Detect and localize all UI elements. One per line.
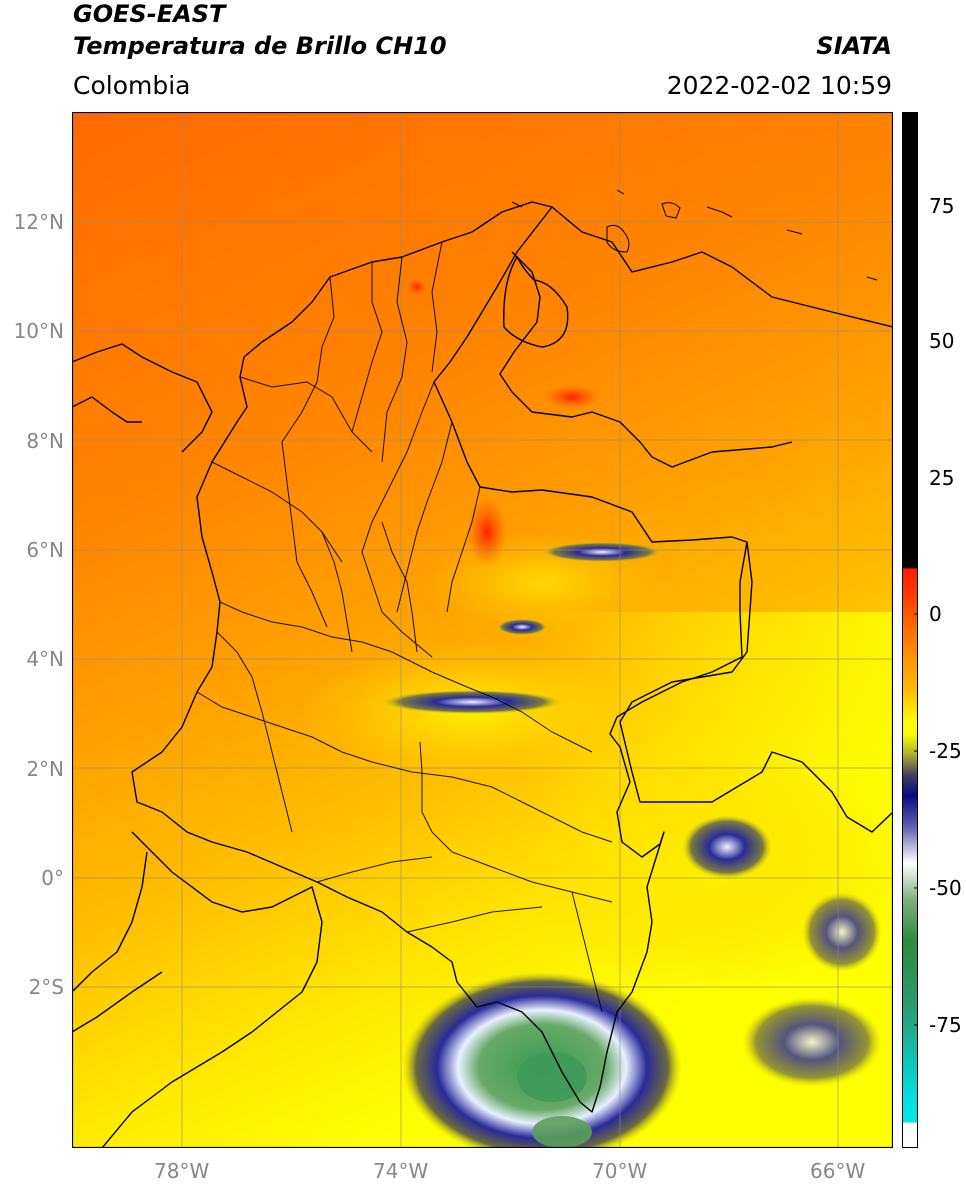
cbar-tick-minus25: -25 [929, 739, 962, 763]
colorbar-frame [902, 112, 918, 1148]
islands [511, 189, 878, 281]
lat-tick-6n: 6°N [26, 538, 64, 562]
cbar-tick-25: 25 [929, 466, 955, 490]
storm-core-south-2 [532, 1116, 592, 1148]
cbar-tick-75: 75 [929, 194, 955, 218]
lat-tick-2s: 2°S [28, 975, 64, 999]
panama-coast [72, 343, 213, 453]
cloud-cluster-east [682, 815, 772, 879]
colorbar [902, 112, 918, 1148]
lat-tick-8n: 8°N [26, 429, 64, 453]
title-line-2: Temperatura de Brillo CH10 [73, 32, 447, 60]
cbar-tick-minus50: -50 [929, 876, 962, 900]
gridlines [72, 112, 893, 1148]
lat-tick-4n: 4°N [26, 647, 64, 671]
satellite-map [72, 112, 893, 1148]
cloud-cluster-se2 [742, 997, 882, 1087]
storm-core-south [517, 1052, 587, 1102]
lon-tick-74w: 74°W [373, 1159, 429, 1183]
lon-tick-78w: 78°W [154, 1159, 210, 1183]
map-frame [72, 112, 893, 1148]
cloud-band-north [542, 542, 662, 562]
lake-maracaibo [503, 256, 569, 348]
colorbar-ticks [914, 205, 918, 1026]
ecuador-inner [72, 971, 163, 1033]
cbar-tick-50: 50 [929, 329, 955, 353]
country-borders [72, 201, 893, 1148]
hot-spot-1 [407, 279, 427, 295]
lon-tick-66w: 66°W [810, 1159, 866, 1183]
peru-border [101, 831, 323, 1148]
colorbar-svg [902, 112, 918, 1148]
datetime-label: 2022-02-02 10:59 [666, 71, 892, 100]
colorbar-fill [902, 112, 918, 1148]
lon-tick-70w: 70°W [592, 1159, 648, 1183]
cloud-band-middle [382, 690, 562, 714]
hot-spot-2 [544, 385, 600, 409]
lat-tick-12n: 12°N [13, 210, 64, 234]
source-label: SIATA [816, 32, 892, 60]
ecuador-coast [72, 851, 148, 993]
hot-spot-3 [467, 497, 507, 567]
panama-south [72, 396, 142, 423]
colombia-outline [131, 201, 748, 1113]
lat-tick-0: 0° [41, 866, 64, 890]
map-svg [72, 112, 893, 1148]
department-borders [196, 241, 613, 1013]
cbar-tick-0: 0 [929, 602, 942, 626]
lat-tick-10n: 10°N [13, 319, 64, 343]
brazil-border [619, 541, 893, 833]
cbar-tick-minus75: -75 [929, 1013, 962, 1037]
cloud-cluster-se1 [802, 892, 882, 972]
cloud-band-east [497, 619, 547, 635]
title-line-1: GOES-EAST [73, 0, 226, 28]
lat-tick-2n: 2°N [26, 757, 64, 781]
venezuela-coast [551, 206, 893, 328]
venezuela-border [499, 251, 793, 468]
region-label: Colombia [73, 71, 191, 100]
